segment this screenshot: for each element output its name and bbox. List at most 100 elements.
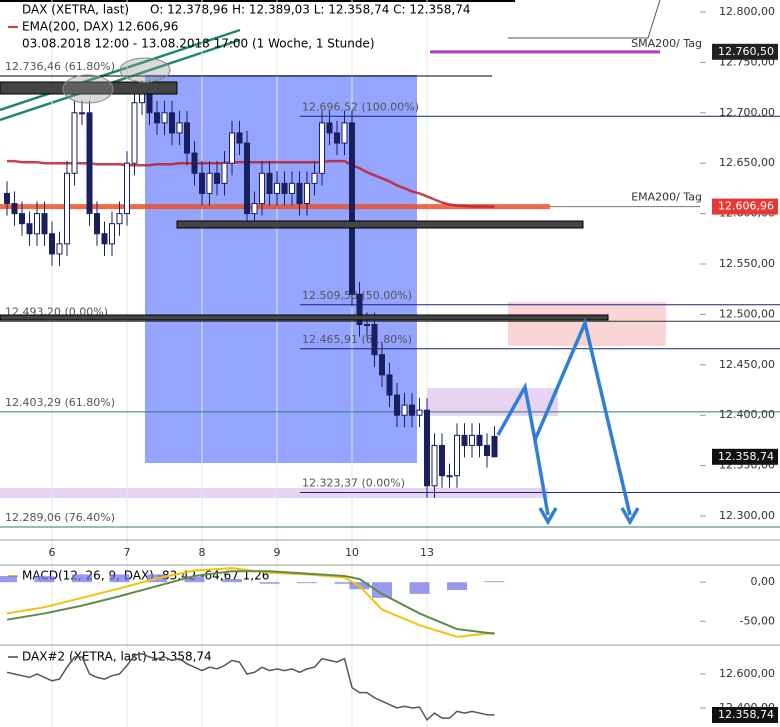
histogram-bar	[0, 575, 17, 583]
y-tick-label: 12.600,00	[719, 667, 775, 680]
candle-body	[484, 444, 490, 457]
histogram-bar	[409, 582, 430, 594]
histogram-bar	[34, 575, 55, 583]
price-badge-label: 12.358,74	[718, 708, 774, 721]
histogram-bar	[259, 582, 280, 584]
zone-blue	[145, 75, 417, 463]
level-label: 12.736,46 (61.80%)	[5, 60, 115, 73]
candle-body	[71, 112, 78, 174]
candle-body	[446, 475, 453, 478]
marker	[119, 57, 171, 83]
candle-body	[176, 122, 183, 134]
candle-body	[349, 122, 355, 295]
candle-body	[221, 162, 228, 184]
candle-body	[304, 182, 310, 205]
y-tick-label: 12.650,00	[719, 156, 775, 169]
candle-body	[401, 404, 408, 416]
y-tick-label: 12.400,00	[719, 408, 775, 421]
candle-body	[184, 122, 190, 154]
arrow-path	[533, 439, 550, 516]
y-tick-label: 12.700,00	[719, 106, 775, 119]
histogram-bar	[72, 574, 92, 583]
candle-body	[341, 122, 348, 144]
candle-body	[266, 172, 273, 194]
candle-body	[124, 162, 130, 215]
x-tick-label: 10	[345, 546, 359, 559]
candle-body	[116, 213, 123, 225]
candle-body	[371, 323, 378, 356]
price-badge	[712, 706, 778, 723]
candle-body	[34, 213, 40, 235]
zone-bar	[0, 314, 609, 321]
candle-body	[469, 434, 475, 446]
y-tick-label: 12.450,00	[719, 358, 775, 371]
candle-body	[244, 142, 250, 215]
candle-body	[394, 394, 400, 416]
macd-line	[6, 570, 495, 635]
candle-body	[19, 213, 25, 225]
zone-lilac	[427, 388, 558, 416]
candle-body	[94, 213, 100, 235]
connector	[508, 0, 661, 39]
marker	[62, 74, 114, 104]
candle-body	[386, 374, 393, 396]
price-badge	[712, 43, 778, 60]
y-tick-label: 12.800,00	[719, 5, 775, 18]
histogram-bar	[184, 576, 205, 583]
candle-body	[326, 122, 333, 134]
candle-body	[49, 233, 55, 255]
arrow-head	[538, 507, 558, 526]
arrow-head	[620, 507, 640, 526]
x-tick-label: 7	[124, 546, 131, 559]
candle-body	[154, 112, 160, 124]
candle-body	[364, 323, 370, 326]
zone-bar	[0, 81, 178, 95]
candle-body	[439, 444, 445, 477]
dax2-title: DAX#2 (XETRA, last) 12.358,74	[22, 650, 212, 664]
candle-body	[461, 434, 468, 446]
candle-body	[476, 434, 483, 446]
y-tick-label: 0,00	[751, 575, 776, 588]
candle-body	[319, 122, 325, 174]
x-tick-label: 8	[199, 546, 206, 559]
candle-body	[109, 223, 115, 245]
histogram-bar	[372, 582, 392, 598]
candle-body	[334, 132, 340, 144]
price-badge-label: 12.358,74	[718, 450, 774, 463]
histogram-bar	[222, 579, 242, 583]
level-label: 12.403,29 (61.80%)	[5, 396, 115, 409]
candle-body	[409, 404, 415, 416]
candle-body	[101, 233, 108, 245]
candle-body	[259, 172, 265, 205]
x-tick-label: 6	[49, 546, 56, 559]
histogram-bar	[484, 581, 505, 583]
candle-body	[281, 182, 288, 194]
candle-body	[41, 213, 48, 235]
candle-body	[274, 182, 280, 194]
level-label: 12.323,37 (0.00%)	[302, 476, 405, 489]
candle-body	[379, 354, 385, 376]
y-tick-label: 12.500,00	[719, 307, 775, 320]
candle-body	[161, 112, 168, 124]
histogram-bar	[109, 574, 130, 583]
candle-body	[356, 293, 363, 325]
candle-body	[86, 112, 93, 215]
histogram-bar	[297, 582, 317, 584]
price-badge-label: 12.606,96	[718, 200, 774, 213]
candle-body	[491, 435, 498, 458]
candle-body	[289, 182, 295, 194]
candle-body	[11, 203, 18, 215]
candle-body	[416, 409, 423, 416]
level-label: 12.465,91 (61.80%)	[302, 333, 412, 346]
candle-body	[206, 172, 213, 194]
candle-body	[146, 92, 153, 114]
histogram-bar	[447, 582, 467, 590]
candle-body	[26, 223, 33, 235]
candle-body	[191, 152, 198, 174]
histogram-bar	[334, 582, 355, 584]
ema-legend: EMA(200, DAX) 12.606,96	[22, 20, 178, 34]
candle-body	[131, 102, 138, 164]
